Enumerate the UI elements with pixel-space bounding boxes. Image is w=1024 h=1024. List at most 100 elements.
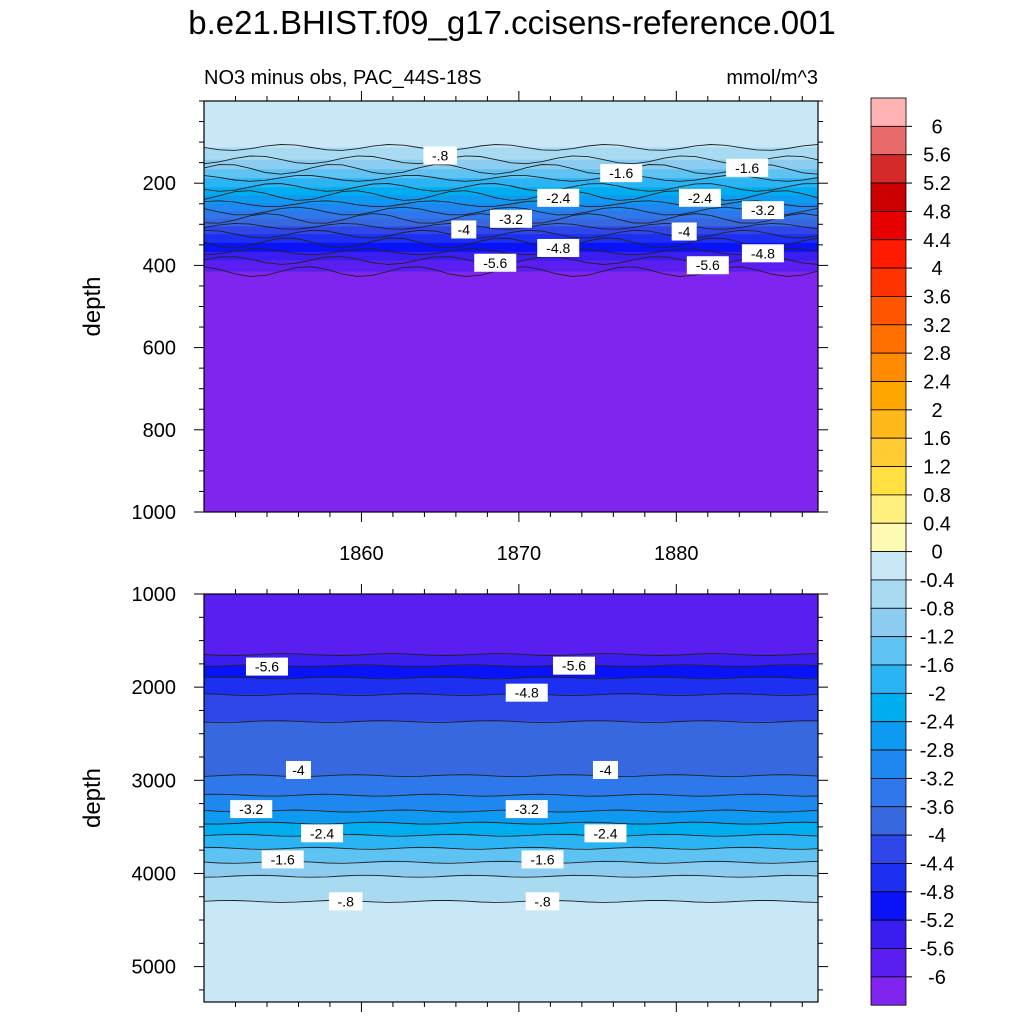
colorbar-swatch [870, 976, 907, 1006]
colorbar-label: -2.4 [920, 712, 954, 734]
colorbar-swatch [870, 494, 907, 524]
upper-x-tick-label: 1880 [654, 543, 699, 565]
contour-label-text: -4 [678, 224, 691, 240]
upper-contour-label: -1.6 [600, 164, 643, 183]
lower-contour-label: -2.4 [584, 824, 627, 843]
contour-label-box [474, 253, 517, 272]
contour-label-text: -.8 [432, 147, 449, 163]
contour-label-text: -3.2 [515, 801, 539, 817]
colorbar-swatch [870, 522, 907, 553]
colorbar-swatch [870, 664, 907, 694]
lower-contour-label: -4 [285, 760, 311, 779]
colorbar-label: -0.8 [920, 598, 954, 620]
lower-band [204, 654, 818, 667]
contour-label-text: -.8 [534, 893, 551, 909]
colorbar-swatch [870, 352, 907, 382]
upper-y-tick-label: 200 [143, 173, 176, 195]
colorbar-label: 1.6 [923, 428, 951, 450]
colorbar-swatch [870, 125, 907, 156]
colorbar-swatch [870, 806, 907, 836]
colorbar-label: -1.2 [920, 627, 954, 649]
contour-label-box [592, 760, 618, 779]
upper-contour-label: -4.8 [741, 244, 784, 263]
upper-band [204, 147, 818, 161]
lower-contour-label: -3.2 [230, 800, 273, 819]
lower-contour-line [204, 720, 818, 724]
upper-contour-line [204, 237, 818, 249]
contour-label-text: -2.4 [593, 825, 617, 841]
contour-label-text: -5.6 [562, 658, 586, 674]
upper-contour-label: -.8 [423, 146, 457, 165]
contour-label-box [686, 256, 729, 275]
colorbar-swatch [870, 891, 907, 921]
chart-title: b.e21.BHIST.f09_g17.ccisens-reference.00… [188, 4, 836, 41]
lower-band [204, 665, 818, 679]
upper-band [204, 159, 818, 170]
contour-label-box [423, 146, 457, 165]
contour-label-text: -5.6 [483, 255, 507, 271]
contour-label-text: -4 [458, 221, 471, 237]
contour-label-text: -1.6 [271, 851, 295, 867]
contour-label-box [261, 850, 304, 869]
colorbar-label: 5.6 [923, 145, 951, 167]
colorbar: 6 5.6 5.2 4.8 4.4 4 3.6 3.2 2.8 2.4 2 1.6 1.2 0.8 0.4 0… [870, 97, 954, 1006]
lower-contour-line [204, 900, 818, 903]
colorbar-label: -4.8 [920, 882, 954, 904]
lower-y-tick-label: 3000 [132, 770, 177, 792]
lower-plot-frame [203, 593, 819, 1003]
contour-label-box [285, 760, 311, 779]
contour-label-box [537, 188, 580, 207]
upper-band [204, 187, 818, 197]
colorbar-swatch [870, 239, 907, 269]
upper-contour-label: -3.2 [490, 209, 532, 228]
lower-contour-label: -1.6 [521, 850, 564, 869]
upper-y-tick-label: 800 [143, 420, 176, 442]
upper-contour-label: -5.6 [474, 253, 517, 272]
upper-panel: 1860 1870 1880 200 400 600 800 1000 depth -.8 -1.6… [79, 91, 828, 565]
upper-contour-label: -5.6 [686, 256, 729, 275]
colorbar-swatch [870, 210, 907, 241]
colorbar-swatch [870, 551, 907, 581]
colorbar-label: 5.2 [923, 173, 951, 195]
upper-contour-line [204, 222, 818, 230]
colorbar-label: -3.6 [920, 797, 954, 819]
contour-label-box [230, 800, 273, 819]
contour-label-text: -4 [292, 762, 305, 778]
contour-label-box [328, 892, 363, 911]
colorbar-label: -2 [928, 683, 946, 705]
lower-y-tick-label: 1000 [132, 584, 177, 606]
upper-contour-label: -4 [451, 220, 477, 239]
lower-y-tick-label: 2000 [132, 677, 177, 699]
colorbar-label: 2 [931, 400, 942, 422]
contour-label-text: -3.2 [239, 801, 263, 817]
contour-label-text: -.8 [338, 893, 355, 909]
colorbar-swatch [870, 324, 907, 354]
lower-contour-line [204, 846, 818, 850]
upper-contour-label: -2.4 [537, 188, 580, 207]
colorbar-label: 3.2 [923, 315, 951, 337]
contour-label-text: -2.4 [546, 190, 570, 206]
contour-label-text: -1.6 [530, 851, 554, 867]
subtitle-right: mmol/m^3 [726, 67, 818, 89]
lower-contour-line [204, 793, 818, 797]
lower-contour-line [204, 874, 818, 878]
upper-contour-label: -4.8 [537, 238, 580, 257]
upper-band [204, 271, 818, 512]
colorbar-swatch [870, 863, 907, 893]
colorbar-label: 2.4 [923, 372, 951, 394]
contour-label-box [741, 244, 784, 263]
contour-label-box [741, 201, 784, 220]
upper-band [204, 195, 818, 205]
lower-band [204, 901, 818, 1002]
colorbar-swatch [870, 834, 907, 864]
lower-band [204, 848, 818, 863]
colorbar-swatch [870, 692, 907, 723]
contour-label-text: -2.4 [310, 825, 334, 841]
lower-y-tick-label: 5000 [132, 957, 177, 979]
upper-contour-line [204, 229, 818, 239]
lower-band [204, 594, 818, 656]
lower-contour-label: -4 [592, 760, 618, 779]
lower-contour-label: -2.4 [301, 824, 344, 843]
lower-y-tick-label: 4000 [132, 863, 177, 885]
